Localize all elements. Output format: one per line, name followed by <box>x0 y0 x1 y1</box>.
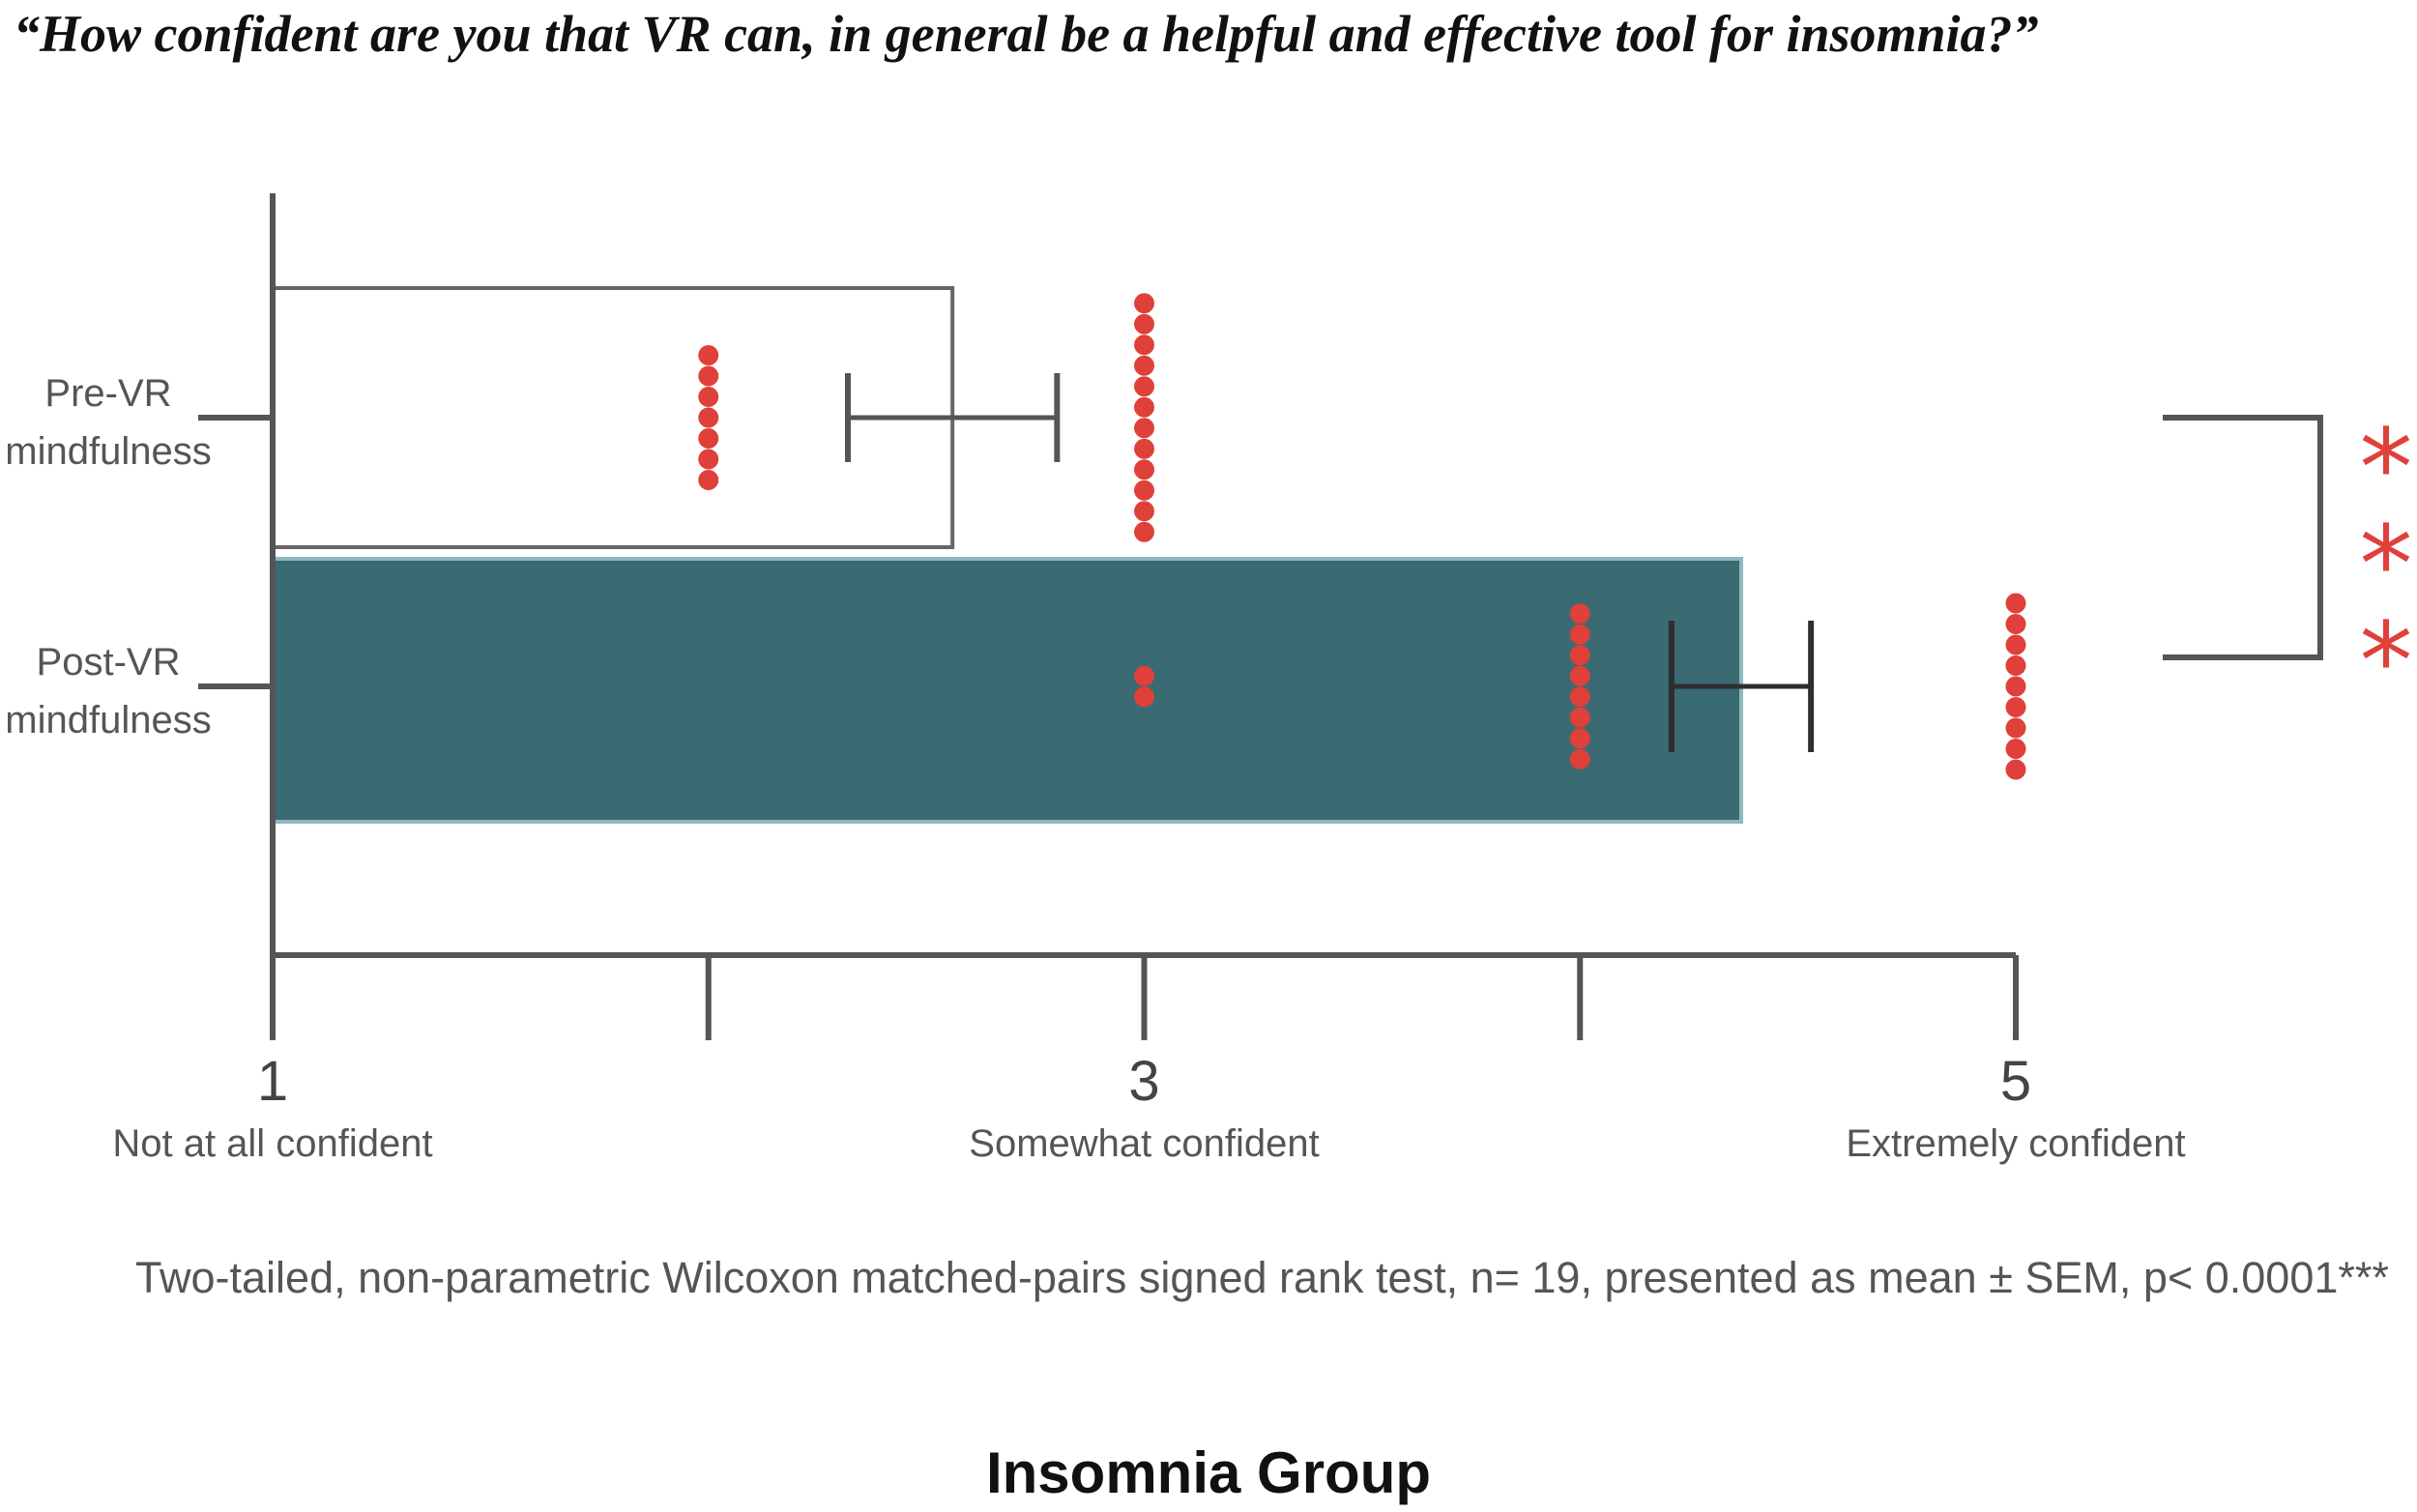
pre-vr-data-point <box>698 365 719 387</box>
pre-vr-data-point <box>698 470 719 490</box>
post-vr-data-point <box>1569 645 1590 666</box>
post-vr-data-point <box>2005 614 2026 634</box>
pre-vr-data-point <box>1134 396 1154 418</box>
post-vr-data-point <box>2005 634 2026 655</box>
post-vr-data-point <box>2005 655 2026 676</box>
post-vr-data-point <box>2005 676 2026 697</box>
bars-layer <box>271 286 1744 824</box>
post-vr-data-point <box>2005 739 2026 759</box>
post-vr-data-point <box>1134 665 1154 686</box>
post-vr-data-point <box>1569 707 1590 728</box>
bar-chart: Pre-VR mindfulness Post-VR mindfulness 1 Not … <box>5 193 2413 1165</box>
pre-vr-label-line2: mindfulness <box>5 430 211 473</box>
points-layer <box>698 293 2026 780</box>
post-vr-data-point <box>2005 717 2026 739</box>
x-tick-label-3: 3 <box>1128 1050 1159 1113</box>
pre-vr-data-point <box>698 407 719 428</box>
pre-vr-data-point <box>1134 521 1154 542</box>
x-anchor-label-3: Somewhat confident <box>969 1122 1319 1165</box>
significance-layer: *** <box>2163 406 2413 723</box>
significance-star: * <box>2360 503 2413 626</box>
axes-layer <box>198 193 2019 1040</box>
post-vr-data-point <box>1569 748 1590 770</box>
survey-question: “How confident are you that VR can, in g… <box>14 5 2039 63</box>
pre-vr-data-point <box>1134 501 1154 522</box>
post-vr-data-point <box>1569 603 1590 625</box>
significance-star: * <box>2360 599 2413 723</box>
pre-vr-data-point <box>1134 438 1154 459</box>
labels-layer: Pre-VR mindfulness Post-VR mindfulness 1 Not … <box>5 372 2185 1165</box>
pre-vr-data-point <box>698 387 719 407</box>
x-tick-label-1: 1 <box>257 1050 288 1113</box>
pre-vr-bar <box>271 286 955 549</box>
statistics-footnote: Two-tailed, non-parametric Wilcoxon matc… <box>135 1253 2389 1302</box>
significance-star: * <box>2360 406 2413 530</box>
pre-vr-data-point <box>1134 418 1154 439</box>
pre-vr-data-point <box>698 428 719 449</box>
pre-vr-data-point <box>1134 313 1154 334</box>
x-tick-label-5: 5 <box>2000 1050 2031 1113</box>
pre-vr-data-point <box>1134 355 1154 376</box>
error-bars-layer <box>844 373 1815 752</box>
post-vr-data-point <box>2005 697 2026 717</box>
pre-vr-data-point <box>1134 293 1154 314</box>
post-vr-label-line1: Post-VR <box>37 641 181 683</box>
x-anchor-label-5: Extremely confident <box>1846 1122 2185 1165</box>
pre-vr-data-point <box>1134 459 1154 480</box>
post-vr-data-point <box>1569 686 1590 708</box>
pre-vr-data-point <box>1134 480 1154 501</box>
post-vr-bar <box>271 557 1744 824</box>
post-vr-data-point <box>1134 686 1154 708</box>
post-vr-data-point <box>2005 593 2026 614</box>
pre-vr-label-line1: Pre-VR <box>44 372 171 415</box>
post-vr-label-line2: mindfulness <box>5 699 211 741</box>
group-title: Insomnia Group <box>985 1440 1432 1505</box>
pre-vr-data-point <box>1134 376 1154 397</box>
post-vr-data-point <box>2005 759 2026 780</box>
post-vr-data-point <box>1569 665 1590 686</box>
post-vr-data-point <box>1569 624 1590 645</box>
post-vr-data-point <box>1569 728 1590 749</box>
pre-vr-data-point <box>698 345 719 365</box>
significance-bracket <box>2163 415 2323 660</box>
pre-vr-data-point <box>1134 334 1154 356</box>
pre-vr-data-point <box>698 449 719 470</box>
x-anchor-label-1: Not at all confident <box>112 1122 432 1165</box>
